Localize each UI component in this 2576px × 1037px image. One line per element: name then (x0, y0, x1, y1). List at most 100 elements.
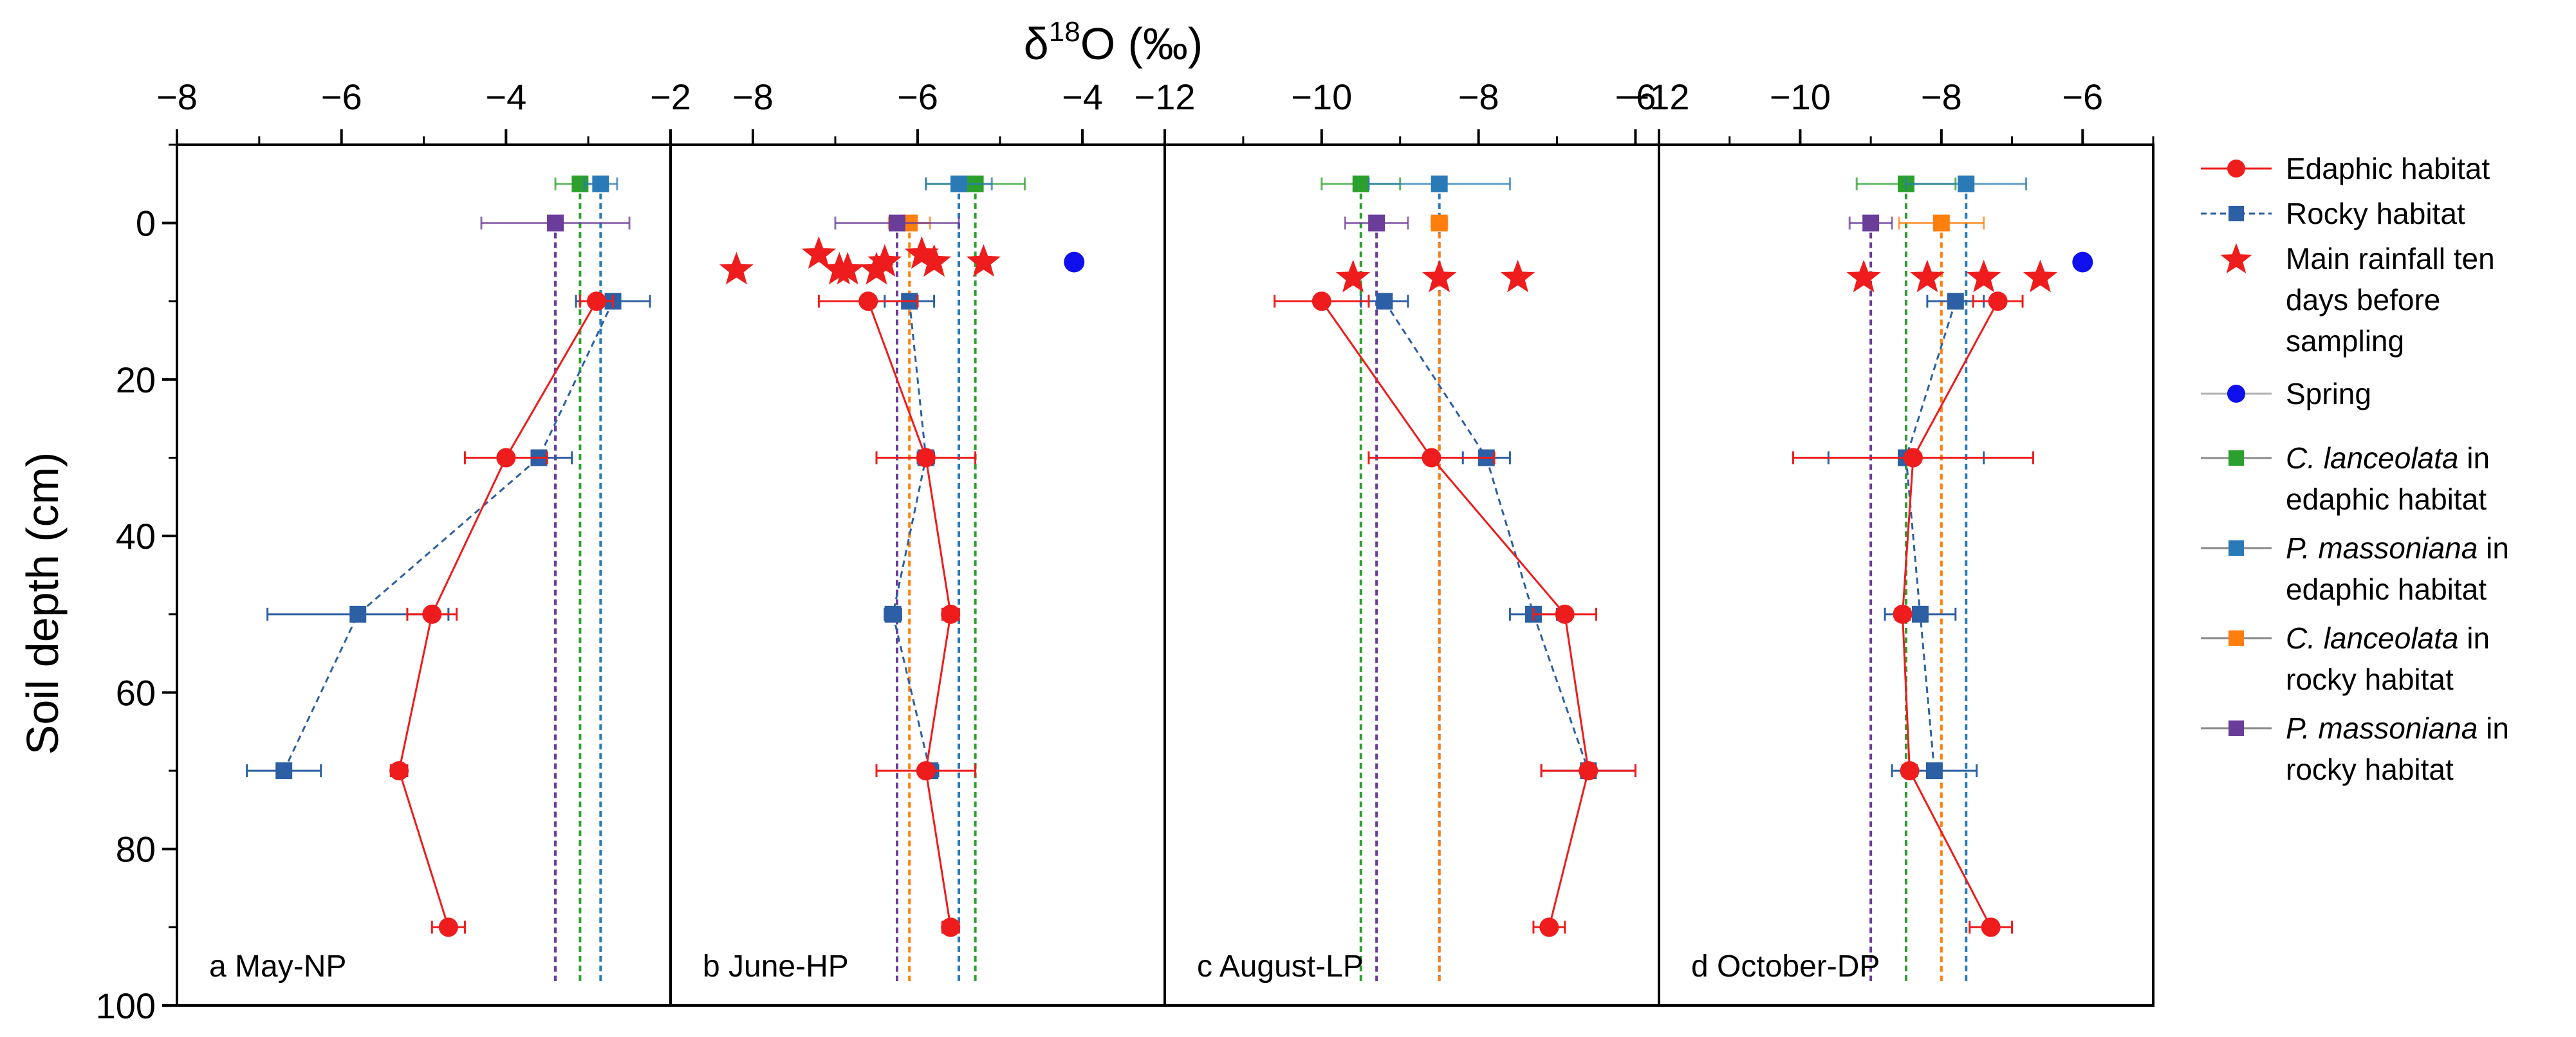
x-tick-label: −8 (1458, 77, 1499, 117)
edaphic-point (496, 448, 516, 468)
x-tick-label: −6 (897, 77, 938, 117)
edaphic-point (1311, 291, 1331, 311)
plot-border (176, 143, 2154, 1007)
legend-edaphic-label: Edaphic habitat (2286, 152, 2490, 185)
pm_edaphic-point (592, 175, 609, 192)
plot-frame (176, 143, 2154, 1007)
rainfall-star (1967, 259, 2001, 293)
legend: Edaphic habitat Rocky habitat Main rainfal… (2201, 152, 2509, 786)
cl_rocky-point (1431, 214, 1448, 232)
x-tick-label: −12 (1629, 77, 1690, 117)
legend-cl_edaphic: C. lanceolata in edaphic habitat (2201, 441, 2490, 516)
edaphic-point (858, 291, 878, 311)
edaphic-point (1422, 448, 1441, 468)
panel-title-d: d October-DP (1691, 950, 1880, 984)
panel-a: −8 −6 −4 −2 a May-NP (156, 77, 691, 984)
legend-cl_edaphic-label: C. lanceolata in (2286, 441, 2490, 475)
rainfall-star (904, 236, 939, 269)
legend-edaphic (2201, 160, 2272, 178)
edaphic-point (1893, 604, 1913, 624)
legend-rain-label: Main rainfall ten (2286, 242, 2495, 275)
pm_edaphic-point (950, 175, 967, 192)
edaphic-point (1555, 604, 1575, 624)
legend-rain-marker (2220, 243, 2252, 273)
legend-rocky (2201, 206, 2272, 221)
edaphic-point (1900, 761, 1920, 781)
x-tick-label: −8 (1921, 77, 1962, 117)
cl_rocky-point (1932, 214, 1950, 232)
x-tick-label: −4 (485, 77, 526, 117)
panel-title-a: a May-NP (209, 950, 346, 984)
legend-cl_edaphic-label-line2: edaphic habitat (2286, 482, 2487, 516)
edaphic-point (1988, 291, 2008, 311)
pm_rocky-point (547, 214, 564, 232)
legend-rocky-marker (2229, 206, 2244, 221)
legend-edaphic-marker (2227, 160, 2245, 178)
x-tick-label: −12 (1135, 77, 1196, 117)
rainfall-star (830, 252, 865, 285)
edaphic-point (586, 291, 606, 311)
x-tick-label: −4 (1062, 77, 1103, 117)
rocky-profile-line (1384, 300, 1589, 771)
cl_edaphic-point (1352, 175, 1369, 192)
rainfall-star (966, 244, 1001, 277)
edaphic-point (1539, 917, 1559, 937)
rainfall-star (2023, 259, 2058, 293)
y-tick-label: 80 (116, 829, 156, 870)
x-tick-label: −6 (2062, 77, 2103, 117)
spring-point (2072, 252, 2093, 273)
y-tick-label: 100 (96, 986, 156, 1026)
edaphic-point (916, 761, 936, 781)
pm_rocky-point (1862, 214, 1880, 232)
edaphic-point (941, 917, 961, 937)
x-tick-label: −10 (1291, 77, 1352, 117)
rocky-point (1376, 293, 1393, 310)
x-tick-label: −2 (650, 77, 691, 117)
legend-cl_rocky: C. lanceolata in rocky habitat (2201, 621, 2490, 696)
panel-b: −8 −6 −4 b June-HP (669, 77, 1166, 1005)
legend-pm_rocky-marker (2229, 720, 2244, 736)
rocky-point (884, 605, 902, 623)
edaphic-point (1903, 448, 1923, 468)
rocky-point (1947, 293, 1964, 310)
legend-pm_edaphic-marker (2229, 540, 2244, 556)
x-tick-label: −6 (1615, 77, 1656, 117)
panel-title-c: c August-LP (1197, 950, 1364, 984)
legend-pm_rocky: P. massoniana in rocky habitat (2201, 711, 2509, 786)
legend-cl_rocky-label-line2: rocky habitat (2286, 663, 2454, 696)
legend-spring-marker (2227, 385, 2245, 403)
y-axis: 0 20 40 60 80 100 (96, 143, 177, 1026)
x-axis-label-text: δ18O (‰) (1024, 16, 1203, 69)
edaphic-point (438, 917, 458, 937)
rocky-point (1925, 762, 1943, 780)
legend-pm_rocky-label-line2: rocky habitat (2286, 753, 2454, 786)
legend-cl_rocky-marker (2229, 630, 2244, 646)
rocky-profile-line (1905, 300, 1957, 771)
legend-rain-label: days before (2286, 283, 2440, 317)
legend-pm_edaphic-label: P. massoniana in (2286, 531, 2509, 565)
y-tick-label: 60 (116, 672, 156, 713)
x-tick-label: −6 (321, 77, 362, 117)
rainfall-star (1910, 259, 1945, 293)
rainfall-star (867, 244, 902, 277)
legend-cl_rocky-label: C. lanceolata in (2286, 621, 2490, 655)
rocky-point (275, 762, 293, 780)
legend-pm_rocky-label: P. massoniana in (2286, 711, 2509, 745)
edaphic-point (916, 448, 936, 468)
edaphic-point (941, 604, 961, 624)
rocky-point (1911, 605, 1929, 623)
legend-rain-label: sampling (2286, 324, 2404, 358)
pm_edaphic-point (1431, 175, 1448, 192)
rainfall-star (1500, 259, 1535, 293)
pm_rocky-point (1368, 214, 1385, 232)
rocky-profile-line (283, 300, 614, 771)
edaphic-point (422, 604, 442, 624)
y-tick-label: 40 (116, 516, 156, 556)
panel-c: −12 −10 −8 −6 c August-LP (1135, 77, 1656, 1005)
panels: −8 −6 −4 −2a May-NP−8 −6 −4b June-HP−12 −10 −8−… (156, 77, 2154, 1005)
rainfall-star (719, 252, 754, 285)
rocky-point (349, 605, 367, 623)
spring-point (1064, 252, 1085, 273)
x-axis-label: δ18O (‰) (1024, 16, 1203, 69)
